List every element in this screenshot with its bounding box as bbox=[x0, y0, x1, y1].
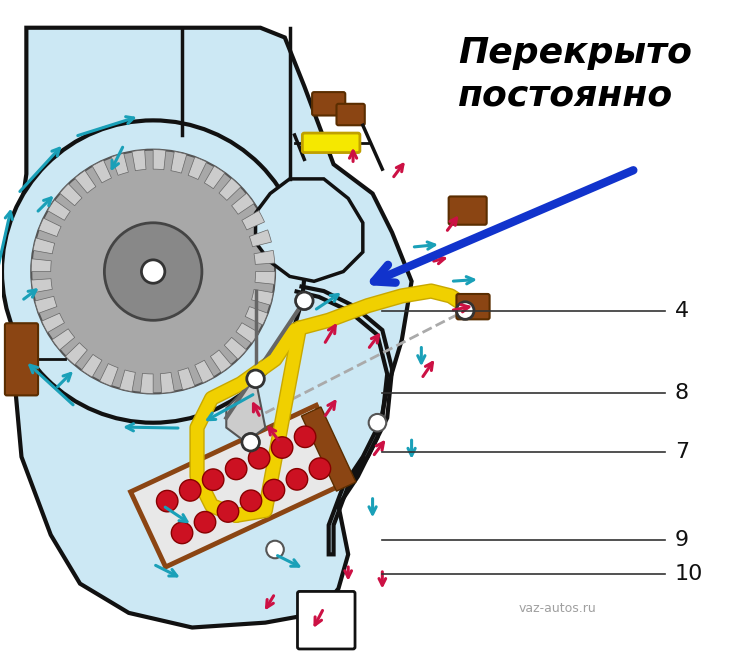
Circle shape bbox=[242, 434, 260, 451]
Circle shape bbox=[456, 302, 474, 319]
Wedge shape bbox=[35, 297, 57, 313]
Circle shape bbox=[309, 458, 331, 479]
Wedge shape bbox=[60, 184, 82, 205]
Circle shape bbox=[247, 370, 264, 388]
FancyBboxPatch shape bbox=[5, 323, 38, 396]
Wedge shape bbox=[153, 150, 166, 170]
Wedge shape bbox=[31, 259, 52, 271]
Wedge shape bbox=[141, 373, 153, 394]
Wedge shape bbox=[210, 350, 231, 372]
Polygon shape bbox=[256, 179, 363, 281]
Wedge shape bbox=[160, 372, 174, 393]
Circle shape bbox=[225, 458, 247, 479]
Text: 8: 8 bbox=[675, 384, 689, 404]
Circle shape bbox=[171, 522, 193, 544]
Wedge shape bbox=[251, 289, 273, 305]
Wedge shape bbox=[219, 178, 241, 200]
Circle shape bbox=[295, 292, 313, 310]
Wedge shape bbox=[52, 329, 75, 350]
FancyBboxPatch shape bbox=[337, 104, 365, 125]
Wedge shape bbox=[178, 368, 194, 390]
Text: Перекрыто: Перекрыто bbox=[459, 35, 693, 70]
Wedge shape bbox=[232, 194, 254, 214]
FancyBboxPatch shape bbox=[312, 92, 346, 116]
Circle shape bbox=[31, 150, 275, 394]
FancyBboxPatch shape bbox=[449, 196, 487, 225]
Wedge shape bbox=[66, 342, 88, 365]
Polygon shape bbox=[227, 379, 266, 442]
Wedge shape bbox=[245, 307, 268, 325]
Text: 10: 10 bbox=[675, 564, 703, 584]
Circle shape bbox=[369, 414, 386, 432]
FancyBboxPatch shape bbox=[456, 294, 490, 319]
Polygon shape bbox=[131, 405, 352, 567]
Wedge shape bbox=[39, 218, 61, 237]
Wedge shape bbox=[224, 337, 247, 359]
Wedge shape bbox=[249, 230, 272, 247]
Wedge shape bbox=[194, 360, 214, 383]
Circle shape bbox=[156, 490, 178, 512]
Wedge shape bbox=[75, 170, 96, 193]
Wedge shape bbox=[111, 153, 129, 176]
Circle shape bbox=[180, 479, 201, 501]
Text: vaz-autos.ru: vaz-autos.ru bbox=[519, 602, 597, 614]
Circle shape bbox=[266, 541, 283, 559]
Wedge shape bbox=[204, 166, 225, 189]
Text: 4: 4 bbox=[675, 301, 689, 321]
Wedge shape bbox=[120, 370, 135, 392]
Wedge shape bbox=[31, 279, 52, 293]
FancyBboxPatch shape bbox=[302, 133, 360, 152]
Text: 9: 9 bbox=[675, 530, 689, 550]
Wedge shape bbox=[171, 152, 187, 173]
Wedge shape bbox=[33, 238, 55, 254]
Wedge shape bbox=[132, 150, 146, 171]
Circle shape bbox=[217, 501, 239, 522]
Circle shape bbox=[141, 260, 165, 283]
Circle shape bbox=[248, 448, 270, 469]
Wedge shape bbox=[242, 211, 265, 230]
Circle shape bbox=[105, 223, 202, 321]
Text: постоянно: постоянно bbox=[459, 78, 674, 112]
Circle shape bbox=[286, 469, 307, 490]
FancyBboxPatch shape bbox=[298, 591, 355, 649]
Circle shape bbox=[203, 469, 224, 490]
Wedge shape bbox=[92, 160, 111, 183]
Polygon shape bbox=[301, 407, 356, 491]
Wedge shape bbox=[48, 200, 70, 220]
Circle shape bbox=[263, 479, 285, 501]
Text: 7: 7 bbox=[675, 442, 689, 462]
Circle shape bbox=[240, 490, 262, 511]
Wedge shape bbox=[188, 157, 206, 180]
Circle shape bbox=[2, 120, 304, 423]
Wedge shape bbox=[236, 323, 259, 343]
Wedge shape bbox=[99, 364, 118, 386]
Circle shape bbox=[194, 511, 215, 533]
Wedge shape bbox=[254, 251, 275, 265]
Wedge shape bbox=[255, 271, 275, 285]
Circle shape bbox=[295, 426, 316, 448]
Wedge shape bbox=[82, 354, 102, 377]
Polygon shape bbox=[12, 28, 411, 628]
Wedge shape bbox=[42, 313, 64, 332]
Circle shape bbox=[272, 437, 292, 458]
